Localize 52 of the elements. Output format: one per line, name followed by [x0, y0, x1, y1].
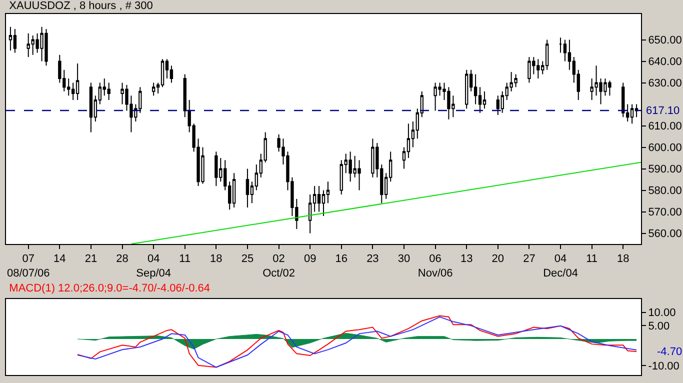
x-tick-label: 11 — [179, 253, 191, 266]
x-tick-label: 20 — [492, 253, 504, 266]
x-tick-label: 13 — [460, 253, 473, 266]
y-tick-label: 560.00 — [648, 228, 682, 240]
y-tick-label: 5.00 — [648, 320, 670, 333]
chart-title: MACD(1) 12.0;26.0;9.0=-4.70/-4.06/-0.64 — [9, 282, 210, 295]
ref-line-label: 617.10 — [646, 105, 680, 117]
x-tick-label: 02 Oct/02 — [262, 253, 295, 280]
candlestick — [76, 62, 80, 100]
y-tick-label: 650.00 — [648, 34, 682, 47]
candlestick — [183, 74, 186, 118]
y-tick-label: 630.00 — [648, 78, 682, 90]
candlestick — [622, 82, 625, 118]
x-tick-label: 16 — [335, 253, 348, 266]
y-tick-label: 610.00 — [648, 120, 682, 133]
x-tick-label: 14 — [54, 253, 66, 266]
x-tick-label: 18 — [210, 253, 222, 266]
x-tick-label: 30 — [398, 253, 410, 266]
x-tick-label: 11 — [586, 253, 598, 266]
candlestick — [8, 26, 12, 52]
annotation: -4.70 — [657, 346, 682, 358]
x-tick-label: 23 — [366, 253, 379, 266]
candlestick — [558, 37, 562, 54]
x-tick-label: 28 — [116, 253, 128, 266]
chart-title: XAUUSDOZ , 8 hours , # 300 — [9, 0, 153, 12]
candlestick — [630, 104, 634, 124]
candlestick — [107, 82, 110, 100]
x-tick-label: 18 — [616, 253, 630, 266]
x-tick-label: 27 — [523, 253, 536, 266]
candlestick — [465, 69, 468, 110]
candlestick — [152, 82, 156, 96]
y-tick-label: 580.00 — [648, 185, 682, 198]
x-tick-label: 25 — [241, 253, 254, 266]
y-tick-label: 600.00 — [648, 142, 682, 154]
y-tick-label: 10.00 — [648, 307, 676, 320]
candlestick — [214, 151, 218, 186]
x-tick-label: 09 — [304, 253, 316, 266]
x-tick-label: 04 Dec/04 — [543, 253, 578, 280]
y-tick-label: -10.00 — [648, 360, 680, 373]
x-tick-label: 07 08/07/06 — [6, 253, 50, 280]
candlestick — [482, 90, 486, 110]
y-tick-label: 640.00 — [648, 56, 682, 68]
candlestick — [232, 172, 236, 208]
y-tick-label: 570.00 — [648, 206, 682, 219]
x-tick-label: 06 Nov/06 — [418, 253, 453, 280]
candlestick — [246, 168, 250, 208]
x-tick-label: 04 Sep/04 — [136, 253, 172, 280]
x-tick-label: 21 — [84, 253, 98, 266]
candlestick — [89, 82, 93, 133]
y-tick-label: 590.00 — [648, 164, 682, 176]
candlestick — [13, 28, 17, 54]
candlestick — [317, 185, 321, 212]
